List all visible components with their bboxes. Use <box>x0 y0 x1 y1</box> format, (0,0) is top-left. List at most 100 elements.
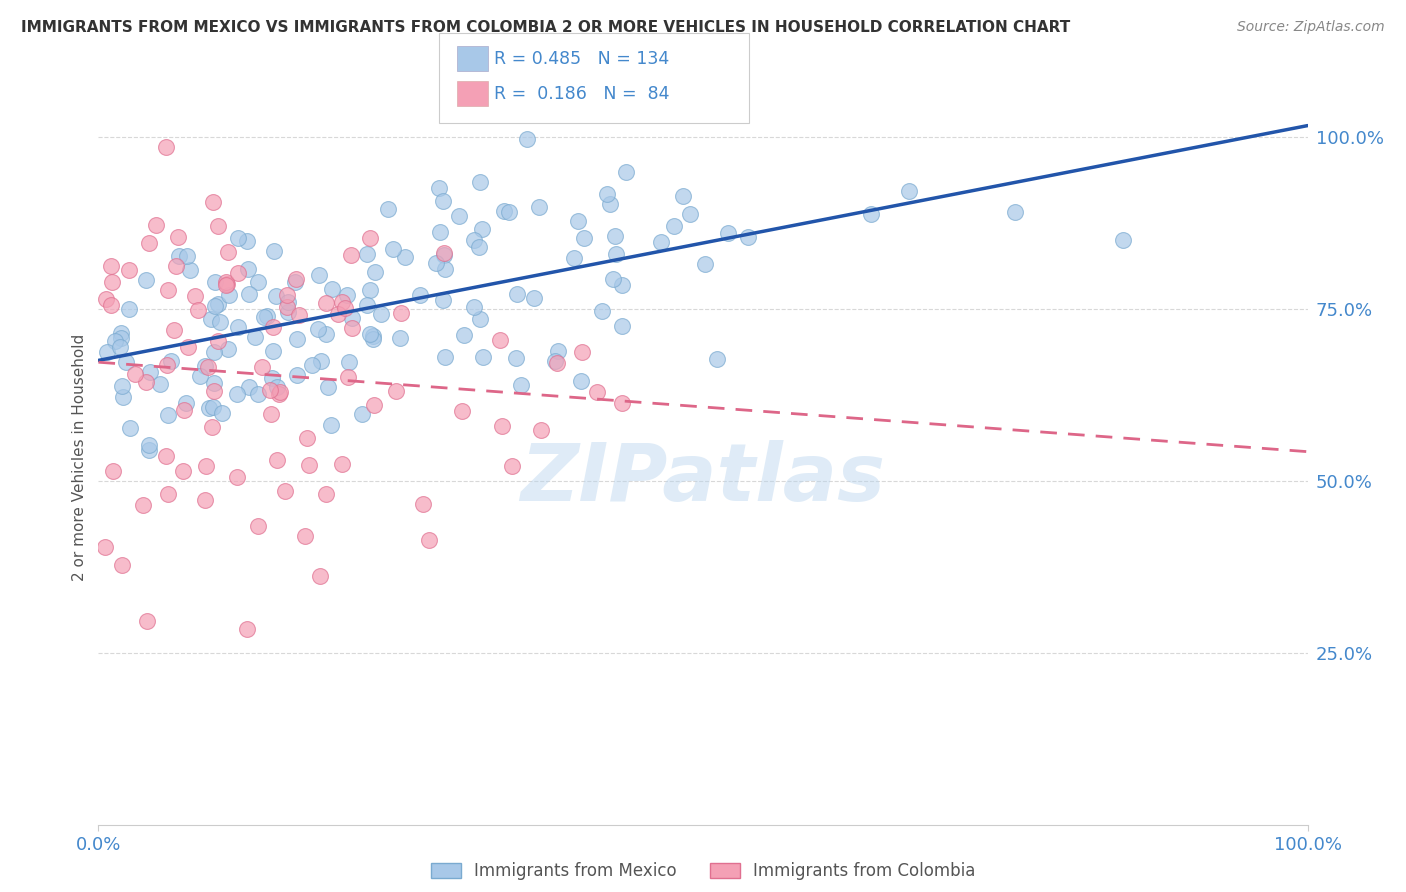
Point <box>156 283 179 297</box>
Point <box>207 219 229 234</box>
Point <box>505 351 527 365</box>
Point <box>100 259 122 273</box>
Point <box>163 323 186 337</box>
Point <box>530 423 553 437</box>
Point <box>418 533 440 548</box>
Point <box>523 291 546 305</box>
Point <box>679 207 702 221</box>
Point <box>370 307 392 321</box>
Point <box>284 272 307 286</box>
Point <box>215 278 238 293</box>
Point <box>356 298 378 312</box>
Point <box>859 207 882 221</box>
Point <box>276 288 298 302</box>
Point <box>236 622 259 636</box>
Point <box>139 365 162 379</box>
Point <box>335 301 357 315</box>
Point <box>610 278 633 293</box>
Legend: Immigrants from Mexico, Immigrants from Colombia: Immigrants from Mexico, Immigrants from … <box>423 855 983 887</box>
Point <box>382 243 405 257</box>
Point <box>204 275 226 289</box>
Point <box>226 231 249 245</box>
Text: Source: ZipAtlas.com: Source: ZipAtlas.com <box>1237 20 1385 34</box>
Point <box>138 438 160 452</box>
Point <box>267 387 290 401</box>
Point <box>250 360 273 375</box>
Point <box>898 184 921 198</box>
Point <box>288 308 311 322</box>
Point <box>337 369 360 384</box>
Point <box>118 421 141 435</box>
Point <box>104 334 127 348</box>
Point <box>571 345 593 359</box>
Point <box>215 277 238 292</box>
Point <box>463 233 485 247</box>
Point <box>118 302 141 317</box>
Point <box>569 374 592 388</box>
Point <box>326 307 349 321</box>
Point <box>117 262 139 277</box>
Point <box>236 234 259 248</box>
Point <box>433 248 456 262</box>
Point <box>207 334 229 348</box>
Point <box>247 519 270 533</box>
Point <box>132 499 155 513</box>
Point <box>489 333 512 347</box>
Point <box>136 614 159 628</box>
Point <box>315 487 337 501</box>
Point <box>494 204 516 219</box>
Point <box>693 257 716 271</box>
Point <box>202 195 225 210</box>
Point <box>124 367 146 381</box>
Point <box>425 255 447 269</box>
Point <box>301 358 323 372</box>
Point <box>359 327 381 342</box>
Point <box>276 300 298 314</box>
Point <box>468 312 491 326</box>
Point <box>201 400 224 414</box>
Point <box>238 262 260 277</box>
Point <box>101 464 124 478</box>
Point <box>330 457 353 471</box>
Point <box>315 326 337 341</box>
Point <box>176 249 198 263</box>
Text: R =  0.186   N =  84: R = 0.186 N = 84 <box>494 85 669 103</box>
Point <box>572 231 595 245</box>
Point <box>149 376 172 391</box>
Point <box>135 273 157 287</box>
Point <box>285 332 308 346</box>
Point <box>173 464 195 478</box>
Point <box>433 350 456 364</box>
Point <box>238 287 260 301</box>
Point <box>340 321 363 335</box>
Point <box>202 345 225 359</box>
Point <box>662 219 685 234</box>
Text: ZIPatlas: ZIPatlas <box>520 441 886 518</box>
Point <box>516 132 538 146</box>
Point <box>510 378 533 392</box>
Point <box>527 200 550 214</box>
Point <box>262 320 284 334</box>
Point <box>546 355 568 369</box>
Text: R = 0.485   N = 134: R = 0.485 N = 134 <box>494 50 669 68</box>
Text: IMMIGRANTS FROM MEXICO VS IMMIGRANTS FROM COLOMBIA 2 OR MORE VEHICLES IN HOUSEHO: IMMIGRANTS FROM MEXICO VS IMMIGRANTS FRO… <box>21 20 1070 35</box>
Point <box>202 384 225 399</box>
Point <box>451 403 474 417</box>
Point <box>198 401 221 416</box>
Point <box>672 188 695 202</box>
Point <box>412 498 434 512</box>
Point <box>361 332 384 346</box>
Point <box>1004 204 1026 219</box>
Point <box>432 194 454 209</box>
Point <box>187 303 209 318</box>
Point <box>200 312 222 326</box>
Point <box>138 235 160 250</box>
Point <box>377 202 399 217</box>
Point <box>340 248 363 262</box>
Y-axis label: 2 or more Vehicles in Household: 2 or more Vehicles in Household <box>72 334 87 581</box>
Point <box>217 343 239 357</box>
Point <box>260 407 283 421</box>
Point <box>100 297 122 311</box>
Point <box>108 340 131 354</box>
Point <box>307 322 329 336</box>
